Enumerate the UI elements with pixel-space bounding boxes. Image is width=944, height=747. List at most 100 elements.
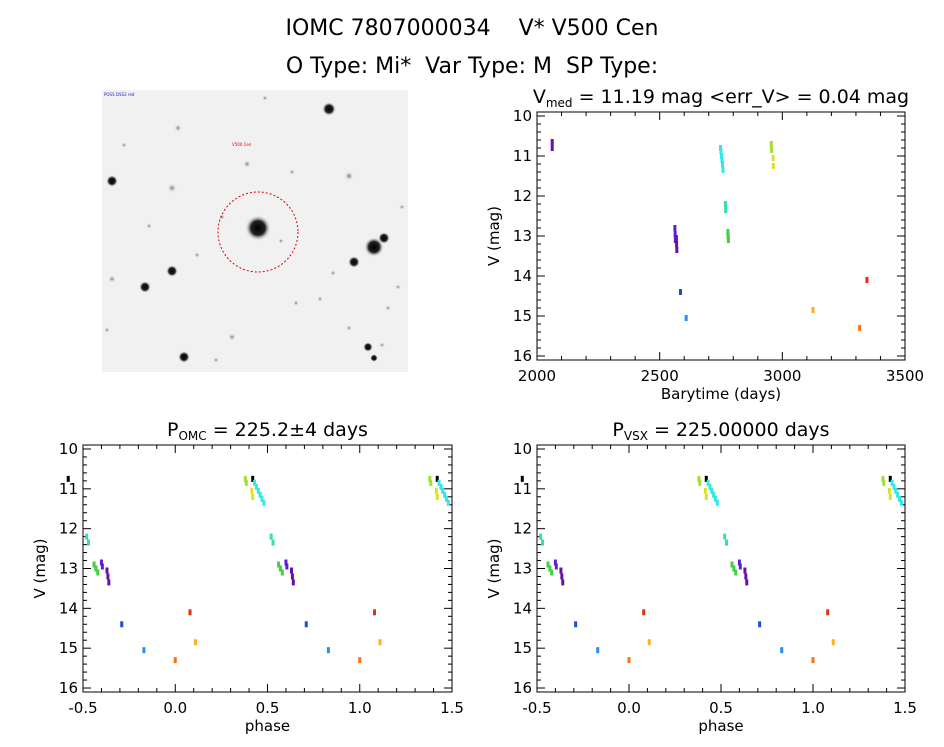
star — [174, 124, 182, 132]
star — [293, 300, 299, 306]
data-point — [244, 479, 248, 486]
star-field — [104, 95, 405, 363]
data-point — [890, 479, 894, 486]
data-point — [256, 487, 260, 494]
star — [385, 305, 391, 311]
data-point — [280, 569, 284, 576]
data-point — [882, 479, 886, 486]
data-point — [546, 561, 550, 568]
data-point — [715, 499, 719, 506]
data-point — [627, 657, 631, 664]
y-tick-label: 11 — [513, 147, 532, 165]
data-point — [674, 235, 678, 241]
data-point — [897, 495, 901, 502]
star — [378, 232, 390, 244]
data-point — [243, 475, 247, 482]
y-axis-label: V (mag) — [485, 538, 503, 598]
data-point — [704, 493, 708, 500]
data-point — [596, 647, 600, 654]
data-point — [194, 639, 198, 646]
data-point — [865, 277, 869, 283]
star — [364, 237, 384, 257]
data-point — [894, 487, 898, 494]
star — [330, 270, 336, 276]
star — [370, 354, 378, 362]
star — [194, 252, 200, 258]
figure-subtitle: O Type: Mi* Var Type: M SP Type: — [285, 54, 659, 79]
y-tick-label: 12 — [59, 520, 78, 538]
star — [167, 183, 177, 193]
data-point — [260, 495, 264, 502]
data-point — [87, 539, 91, 546]
data-point — [443, 491, 447, 498]
y-tick-label: 11 — [513, 480, 532, 498]
chart-title-main: V — [533, 86, 546, 108]
data-point — [713, 495, 717, 502]
data-point — [745, 579, 749, 586]
data-point — [858, 325, 862, 331]
data-point — [541, 539, 545, 546]
data-point — [712, 491, 716, 498]
data-point — [574, 621, 578, 628]
data-point — [120, 621, 124, 628]
data-point — [99, 559, 103, 566]
finder-chart-image: POSS DSS2 red V500 Cen — [102, 90, 408, 372]
data-point — [724, 207, 728, 213]
chart-title-subscript: OMC — [178, 429, 206, 443]
y-tick-label: 14 — [513, 599, 532, 617]
data-point — [560, 573, 564, 580]
data-point — [826, 609, 830, 616]
y-tick-label: 12 — [513, 187, 532, 205]
data-point — [251, 493, 255, 500]
star — [213, 357, 219, 363]
data-point — [744, 573, 748, 580]
data-point — [278, 565, 282, 572]
chart-lightcurve: 2000 2500 3000 3500 10 11 12 13 14 15 16 Barytime (… — [485, 86, 924, 403]
x-tick-label: -0.5 — [522, 699, 551, 717]
data-point — [725, 539, 729, 546]
data-point — [289, 567, 293, 574]
data-point — [444, 495, 448, 502]
data-point — [561, 579, 565, 586]
data-point — [559, 567, 563, 574]
data-point — [719, 149, 723, 155]
y-tick-label: 14 — [513, 267, 532, 285]
data-point — [428, 475, 432, 482]
data-point — [520, 475, 524, 482]
y-tick-label: 16 — [513, 347, 532, 365]
data-point — [173, 657, 177, 664]
data-point — [96, 569, 100, 576]
data-point — [769, 141, 773, 147]
star — [108, 275, 116, 283]
data-point — [271, 539, 275, 546]
finder-label-top: POSS DSS2 red — [104, 92, 135, 97]
y-tick-label: 13 — [513, 560, 532, 578]
data-point — [673, 225, 677, 231]
star — [348, 256, 360, 268]
y-tick-label: 13 — [513, 227, 532, 245]
star — [322, 102, 336, 116]
data-point — [771, 155, 775, 161]
data-point — [550, 569, 554, 576]
data-point — [743, 567, 747, 574]
finder-label-target: V500 Cen — [232, 142, 252, 147]
data-point — [698, 479, 702, 486]
star — [228, 333, 236, 341]
x-tick-label: 0.5 — [256, 699, 280, 717]
data-point — [290, 573, 294, 580]
data-point — [553, 559, 557, 566]
data-point — [720, 161, 724, 167]
data-point — [888, 475, 892, 482]
chart-title-rest: = 225.2±4 days — [207, 419, 368, 441]
star — [178, 351, 190, 363]
target-circle — [217, 191, 299, 273]
plot-frame — [536, 444, 906, 693]
x-axis-label: Barytime (days) — [661, 385, 781, 403]
data-point — [92, 561, 96, 568]
data-point — [435, 493, 439, 500]
data-point — [94, 565, 98, 572]
chart-title-rest: = 225.00000 days — [648, 419, 830, 441]
data-point — [896, 491, 900, 498]
chart-title-main: P — [167, 419, 178, 441]
